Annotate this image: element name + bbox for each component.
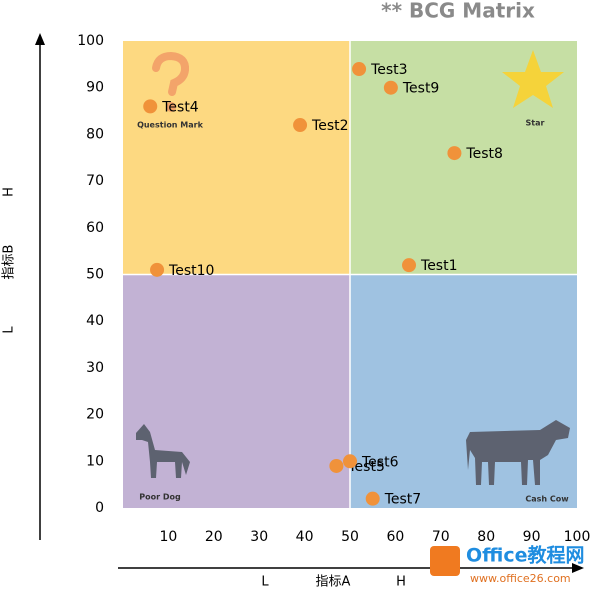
point bbox=[143, 99, 158, 114]
chart-title: ** BCG Matrix bbox=[381, 0, 535, 23]
x-tick-label: 90 bbox=[523, 529, 541, 545]
x-tick-label: 70 bbox=[432, 529, 450, 545]
y-axis-arrowhead bbox=[35, 33, 45, 45]
point-label: Test7 bbox=[384, 492, 421, 508]
icons bbox=[136, 50, 570, 485]
plot-layer: 0 10 20 30 40 50 60 70 80 90 100 10 20 30 40 50 60 70 80 90… bbox=[77, 33, 590, 545]
point-label: Test10 bbox=[168, 263, 214, 279]
dog-icon bbox=[136, 424, 190, 478]
x-tick-label: 40 bbox=[296, 529, 314, 545]
point-label: Test1 bbox=[420, 258, 457, 274]
question-icon-dot bbox=[166, 102, 176, 112]
watermark-name: Office教程网 bbox=[466, 544, 585, 567]
quadrant-label: Poor Dog bbox=[139, 493, 181, 502]
x-tick-label: 50 bbox=[341, 529, 359, 545]
y-tick-label: 100 bbox=[77, 33, 104, 49]
quadrant bbox=[123, 274, 350, 508]
y-tick-label: 30 bbox=[86, 360, 104, 376]
y-tick-label: 40 bbox=[86, 313, 104, 329]
x-axis-arrowhead bbox=[572, 563, 584, 573]
point bbox=[383, 80, 398, 95]
y-axis-label: 指标B bbox=[2, 245, 17, 280]
point-label: Test2 bbox=[311, 118, 348, 134]
quadrant bbox=[123, 41, 350, 275]
x-level-high: H bbox=[396, 575, 406, 589]
y-tick-label: 90 bbox=[86, 80, 104, 96]
point-label: Test3 bbox=[370, 62, 407, 78]
star-icon bbox=[502, 50, 564, 108]
point bbox=[365, 491, 380, 506]
point-label: Test9 bbox=[402, 81, 439, 97]
point bbox=[150, 262, 165, 277]
y-tick-label: 10 bbox=[86, 453, 104, 469]
x-tick-label: 30 bbox=[250, 529, 268, 545]
y-tick-label: 0 bbox=[95, 500, 104, 516]
quadrant-label: Question Mark bbox=[137, 121, 204, 130]
point bbox=[402, 258, 417, 273]
point-label: Test4 bbox=[161, 99, 199, 115]
point bbox=[293, 118, 308, 133]
point bbox=[352, 62, 367, 77]
point bbox=[447, 146, 462, 161]
y-tick-label: 50 bbox=[86, 267, 104, 283]
point bbox=[329, 458, 344, 473]
x-tick-label: 60 bbox=[386, 529, 404, 545]
x-tick-label: 20 bbox=[205, 529, 223, 545]
y-tick-label: 60 bbox=[86, 220, 104, 236]
quadrant-label: Star bbox=[526, 119, 545, 128]
watermark-icon bbox=[430, 546, 460, 576]
y-tick-label: 20 bbox=[86, 407, 104, 423]
y-level-high: H bbox=[2, 187, 17, 197]
x-tick-label: 80 bbox=[477, 529, 495, 545]
x-level-low: L bbox=[261, 575, 269, 589]
point bbox=[343, 454, 357, 469]
question-icon bbox=[152, 51, 190, 96]
quadrant-label: Cash Cow bbox=[525, 495, 569, 504]
cow-icon bbox=[466, 420, 570, 485]
x-tick-label: 100 bbox=[564, 529, 591, 545]
x-tick-label: 10 bbox=[159, 529, 177, 545]
y-tick-label: 70 bbox=[86, 173, 104, 189]
y-tick-label: 80 bbox=[86, 126, 104, 142]
watermark-url: www.office26.com bbox=[470, 572, 571, 585]
point-label: Test6 bbox=[361, 454, 399, 470]
point-label: Test8 bbox=[465, 146, 502, 162]
x-axis-label: 指标A bbox=[316, 575, 351, 589]
y-level-low: L bbox=[2, 326, 17, 334]
